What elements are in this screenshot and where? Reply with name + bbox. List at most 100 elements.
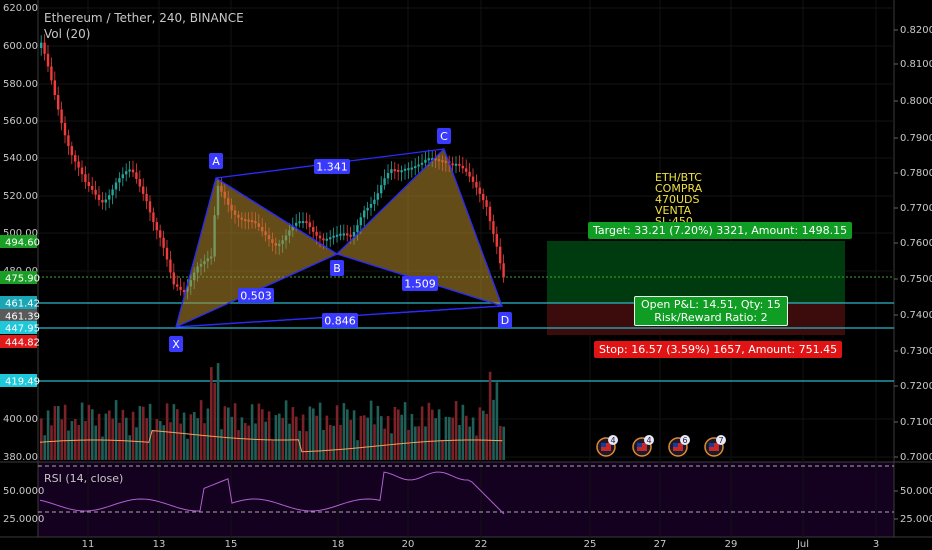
volume-bar xyxy=(444,416,448,460)
volume-bar xyxy=(499,425,502,460)
volume-bar xyxy=(485,413,488,460)
volume-bar xyxy=(43,435,46,460)
candle-body xyxy=(165,247,169,260)
left-axis-label: 25.0000 xyxy=(3,514,44,525)
ratio-label: 0.503 xyxy=(240,290,272,303)
candle-body xyxy=(424,159,427,163)
volume-bar xyxy=(108,410,111,460)
event-count-badge xyxy=(608,435,618,445)
volume-bar xyxy=(431,409,434,460)
candle-body xyxy=(308,222,311,228)
right-axis-label: 0.8100 xyxy=(900,59,932,70)
volume-bar xyxy=(451,417,454,460)
stop-label[interactable]: Stop: 16.57 (3.59%) 1657, Amount: 751.45 xyxy=(594,341,843,358)
volume-bar xyxy=(111,418,114,460)
right-axis-label: 0.7400 xyxy=(900,310,932,321)
right-axis-label: 25.0000 xyxy=(900,514,932,525)
candle-body xyxy=(400,170,403,173)
candle-body xyxy=(366,207,369,211)
pnl-label[interactable]: Open P&L: 14.51, Qty: 15 Risk/Reward Rat… xyxy=(634,296,788,326)
candle-body xyxy=(63,123,67,136)
candle-body xyxy=(393,169,396,172)
candle-body xyxy=(108,195,111,200)
volume-bar xyxy=(193,411,196,460)
volume-bar xyxy=(342,403,346,460)
candle-body xyxy=(57,95,60,110)
candle-body xyxy=(373,199,376,205)
candle-body xyxy=(60,109,63,124)
candle-body xyxy=(94,189,97,195)
volume-bar xyxy=(125,417,128,460)
price-tag-text: 461.42 xyxy=(5,299,40,310)
pattern-point-b: B xyxy=(333,262,341,275)
left-axis-label: 600.00 xyxy=(3,41,38,52)
candle-body xyxy=(50,66,53,81)
volume-bar xyxy=(369,400,373,460)
volume-bar xyxy=(346,409,349,460)
volume-bar xyxy=(359,415,363,460)
price-tag-text: 461.39 xyxy=(5,312,40,323)
symbol-title[interactable]: Ethereum / Tether, 240, BINANCE xyxy=(44,11,244,25)
volume-bar xyxy=(468,426,471,460)
pattern-point-x: X xyxy=(172,338,180,351)
volume-bar xyxy=(288,423,291,460)
ratio-label: 1.341 xyxy=(316,161,348,174)
x-axis-label: 13 xyxy=(153,539,166,550)
volume-bar xyxy=(264,421,267,460)
volume-bar xyxy=(393,406,397,460)
volume-bar xyxy=(305,431,308,460)
candle-body xyxy=(298,221,301,224)
pattern-point-badge xyxy=(498,312,512,328)
candle-body xyxy=(318,235,322,239)
volume-bar xyxy=(441,439,444,460)
candle-body xyxy=(349,234,352,237)
candle-body xyxy=(488,206,492,222)
target-label[interactable]: Target: 33.21 (7.20%) 3321, Amount: 1498… xyxy=(588,222,853,239)
volume-bar xyxy=(142,406,145,460)
candle-body xyxy=(40,42,43,48)
candle-body xyxy=(386,173,390,179)
x-axis-label: 25 xyxy=(584,539,597,550)
volume-bar xyxy=(397,409,400,460)
candle-body xyxy=(363,210,366,218)
candle-body xyxy=(152,212,155,223)
volume-bar xyxy=(121,409,125,460)
trade-note: ETH/BTC COMPRA 470UDS VENTA SL:450 xyxy=(655,172,702,227)
volume-bar xyxy=(461,404,465,460)
us-flag-icon xyxy=(637,443,642,447)
volume-bar xyxy=(104,413,108,460)
right-axis-label: 0.7600 xyxy=(900,238,932,249)
volume-bar xyxy=(315,415,318,460)
candle-body xyxy=(46,53,50,67)
candle-body xyxy=(346,233,349,236)
volume-bar xyxy=(403,402,407,460)
volume-bar xyxy=(478,407,482,460)
x-axis-label: 22 xyxy=(475,539,488,550)
candle-body xyxy=(145,193,148,202)
candle-body xyxy=(383,178,386,186)
candle-body xyxy=(67,135,70,147)
candle-body xyxy=(121,174,124,179)
volume-bar xyxy=(152,430,155,460)
volume-bar xyxy=(247,425,250,460)
candle-body xyxy=(159,230,162,238)
rsi-indicator-label[interactable]: RSI (14, close) xyxy=(44,472,124,485)
volume-bar xyxy=(417,426,420,460)
price-tag-text: 444.82 xyxy=(5,338,40,349)
candle-body xyxy=(322,238,325,241)
volume-bar xyxy=(94,425,97,460)
volume-bar xyxy=(203,423,206,460)
rsi-line xyxy=(39,471,505,515)
volume-bar xyxy=(220,429,223,460)
candle-body xyxy=(499,246,502,264)
candle-body xyxy=(305,221,308,224)
price-tag xyxy=(0,271,37,284)
candle-body xyxy=(339,233,342,236)
volume-indicator-label[interactable]: Vol (20) xyxy=(44,27,91,41)
volume-bar xyxy=(482,410,485,460)
candle-body xyxy=(74,155,77,162)
volume-bar xyxy=(475,435,478,460)
volume-bar xyxy=(199,400,203,460)
rsi-panel xyxy=(38,462,894,537)
